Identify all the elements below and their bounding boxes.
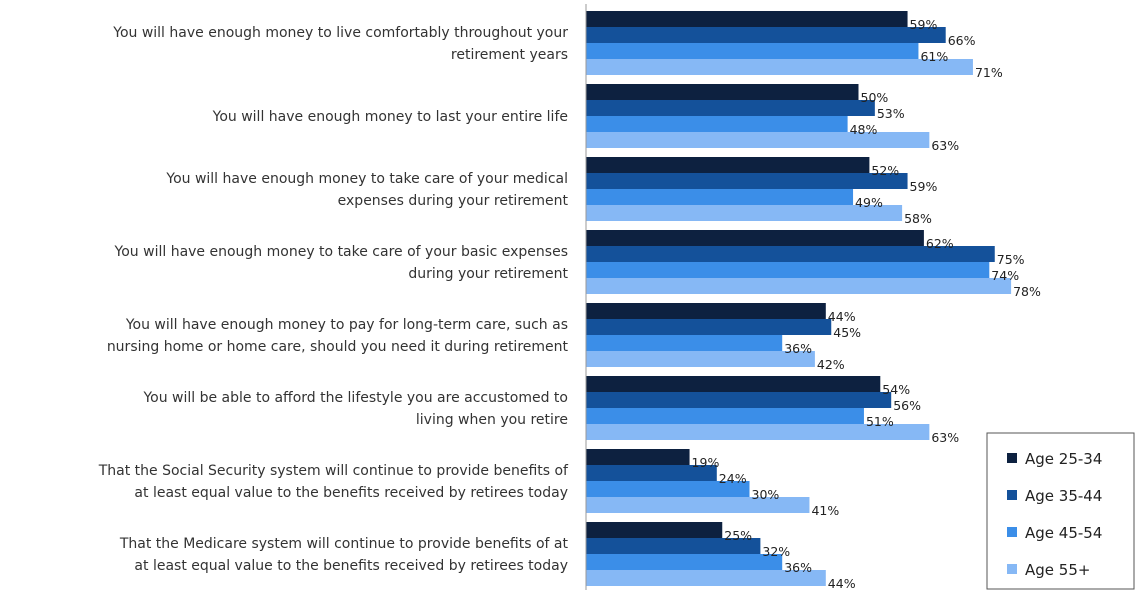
bar xyxy=(586,335,783,351)
legend-label: Age 45-54 xyxy=(1025,524,1102,542)
bar xyxy=(586,497,810,513)
bar xyxy=(586,189,854,205)
bars xyxy=(586,11,1012,586)
data-label: 44% xyxy=(828,576,856,590)
data-label: 50% xyxy=(861,90,889,105)
category-label: That the Medicare system will continue t… xyxy=(119,536,569,552)
value-labels: 59% 66%61% 71% 50%53%48% 63% 52% 59% 49% 58% 62% 7… xyxy=(692,17,1041,590)
bar xyxy=(586,157,870,173)
data-label: 58% xyxy=(904,211,932,226)
legend-swatch xyxy=(1007,564,1017,574)
legend-label: Age 55+ xyxy=(1025,561,1090,579)
category-label: retirement years xyxy=(451,47,568,63)
category-label: That the Social Security system will con… xyxy=(98,463,569,479)
data-label: 51% xyxy=(866,414,894,429)
bar xyxy=(586,246,995,262)
data-label: 78% xyxy=(1013,284,1041,299)
category-label: at least equal value to the benefits rec… xyxy=(134,558,568,574)
legend-swatch xyxy=(1007,453,1017,463)
data-label: 66% xyxy=(948,33,976,48)
data-label: 52% xyxy=(871,163,899,178)
data-label: 63% xyxy=(931,430,959,445)
legend-label: Age 25-34 xyxy=(1025,450,1102,468)
category-label: nursing home or home care, should you ne… xyxy=(107,339,569,355)
category-label: living when you retire xyxy=(416,412,568,428)
bar xyxy=(586,408,864,424)
bar xyxy=(586,554,783,570)
bar xyxy=(586,392,892,408)
bar xyxy=(586,230,924,246)
category-label: You will have enough money to last your … xyxy=(212,109,568,125)
legend-label: Age 35-44 xyxy=(1025,487,1102,505)
bar xyxy=(586,84,859,100)
legend: Age 25-34 Age 35-44 Age 45-54 Age 55+ xyxy=(986,432,1135,590)
bar xyxy=(586,27,946,43)
data-label: 75% xyxy=(997,252,1025,267)
data-label: 49% xyxy=(855,195,883,210)
legend-swatch xyxy=(1007,527,1017,537)
bar xyxy=(586,132,930,148)
bar xyxy=(586,278,1012,294)
bar xyxy=(586,538,761,554)
bar xyxy=(586,11,908,27)
data-label: 36% xyxy=(784,560,812,575)
bar xyxy=(586,522,723,538)
category-label: You will have enough money to pay for lo… xyxy=(125,317,568,333)
bar xyxy=(586,59,973,75)
bar xyxy=(586,465,717,481)
data-label: 59% xyxy=(910,17,938,32)
data-label: 36% xyxy=(784,341,812,356)
bar xyxy=(586,481,750,497)
data-label: 56% xyxy=(893,398,921,413)
legend-swatch xyxy=(1007,490,1017,500)
data-label: 41% xyxy=(811,503,839,518)
data-label: 42% xyxy=(817,357,845,372)
bar xyxy=(586,173,908,189)
data-label: 53% xyxy=(877,106,905,121)
bar xyxy=(586,116,848,132)
bar xyxy=(586,570,826,586)
data-label: 19% xyxy=(692,455,720,470)
data-label: 54% xyxy=(882,382,910,397)
bar xyxy=(586,319,832,335)
bar xyxy=(586,205,903,221)
bar xyxy=(586,351,815,367)
bar xyxy=(586,43,919,59)
data-label: 32% xyxy=(762,544,790,559)
data-label: 59% xyxy=(910,179,938,194)
category-label: You will have enough money to live comfo… xyxy=(112,25,568,41)
data-label: 25% xyxy=(724,528,752,543)
data-label: 48% xyxy=(850,122,878,137)
bar xyxy=(586,376,881,392)
data-label: 30% xyxy=(752,487,780,502)
category-label: You will have enough money to take care … xyxy=(165,171,568,187)
data-label: 61% xyxy=(920,49,948,64)
data-label: 62% xyxy=(926,236,954,251)
bar xyxy=(586,262,990,278)
category-label: at least equal value to the benefits rec… xyxy=(134,485,568,501)
category-labels: You will have enough money to live comfo… xyxy=(98,25,569,574)
data-label: 71% xyxy=(975,65,1003,80)
category-label: You will be able to afford the lifestyle… xyxy=(142,390,568,406)
category-label: expenses during your retirement xyxy=(338,193,569,209)
data-label: 74% xyxy=(991,268,1019,283)
bar xyxy=(586,424,930,440)
bar xyxy=(586,100,875,116)
category-label: You will have enough money to take care … xyxy=(114,244,568,260)
data-label: 45% xyxy=(833,325,861,340)
data-label: 24% xyxy=(719,471,747,486)
data-label: 63% xyxy=(931,138,959,153)
bar xyxy=(586,449,690,465)
data-label: 44% xyxy=(828,309,856,324)
bar xyxy=(586,303,826,319)
category-label: during your retirement xyxy=(408,266,568,282)
